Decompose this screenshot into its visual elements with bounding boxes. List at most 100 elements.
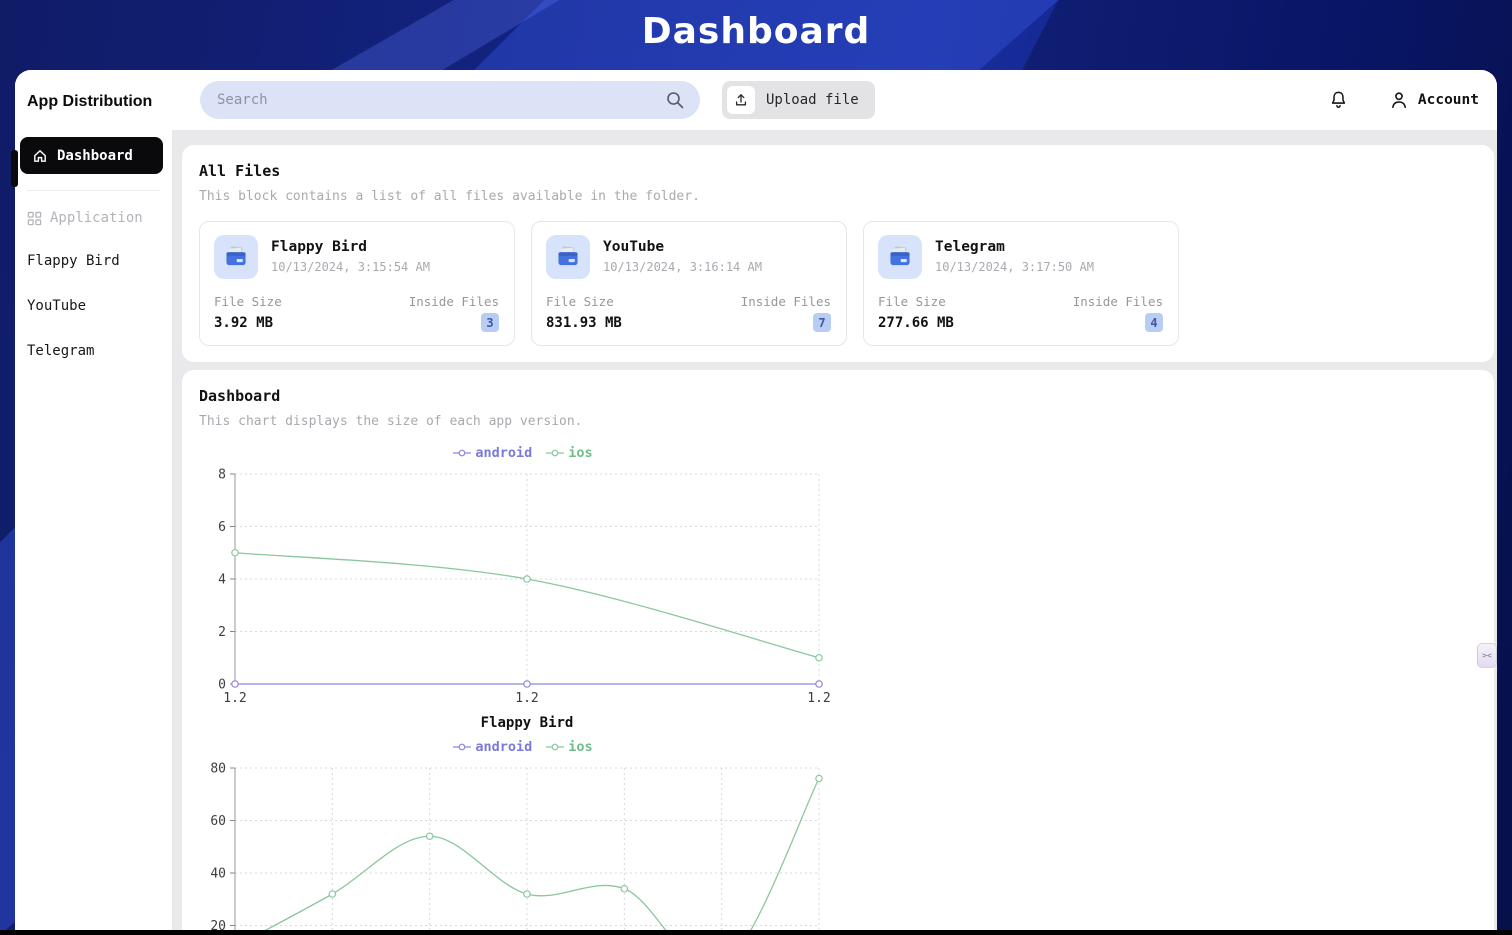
sidebar-section-label: Application xyxy=(50,210,143,226)
data-point-ios[interactable] xyxy=(620,884,629,893)
dashboard-panel-title: Dashboard xyxy=(199,387,281,405)
dashboard-panel-subtitle: This chart displays the size of each app… xyxy=(199,414,583,429)
inside-files-label: Inside Files xyxy=(740,294,831,309)
chart-legend: android ios xyxy=(199,442,847,464)
legend-label: android xyxy=(475,739,533,755)
legend-label: ios xyxy=(568,739,593,755)
sidebar-item-label: Dashboard xyxy=(57,147,133,164)
account-button[interactable]: Account xyxy=(1389,90,1479,110)
data-point-ios[interactable] xyxy=(815,653,823,662)
y-tick-label: 0 xyxy=(218,678,226,693)
file-size-value: 831.93 MB xyxy=(546,314,622,331)
app-window: App Distribution Dashboard Application F… xyxy=(15,70,1497,930)
inside-files-label: Inside Files xyxy=(1072,294,1163,309)
active-nav-edge-indicator xyxy=(11,150,18,187)
y-tick-label: 6 xyxy=(218,520,226,535)
data-point-android[interactable] xyxy=(523,680,531,688)
legend-marker-icon xyxy=(546,449,565,457)
y-tick-label: 60 xyxy=(210,814,226,829)
y-tick-label: 8 xyxy=(218,468,226,483)
sidebar-item-dashboard[interactable]: Dashboard xyxy=(20,137,163,174)
data-point-ios[interactable] xyxy=(523,575,531,583)
data-point-android[interactable] xyxy=(815,680,823,688)
y-tick-label: 2 xyxy=(218,625,226,640)
notifications-bell-icon[interactable] xyxy=(1328,89,1349,111)
inside-files-badge: 4 xyxy=(1145,313,1163,332)
inside-files-badge: 3 xyxy=(481,313,499,332)
sidebar-item-telegram[interactable]: Telegram xyxy=(27,343,95,359)
line-chart-plot: 0 2 4 6 8 1.2 1.2 1.2 Flappy Bird xyxy=(218,468,831,732)
file-size-value: 277.66 MB xyxy=(878,314,954,331)
bottom-edge-bar xyxy=(0,930,1512,935)
chart-youtube: android ios 02040608018.14.118.14.118.14… xyxy=(199,736,847,930)
data-point-ios[interactable] xyxy=(231,548,239,557)
line-chart-plot: 02040608018.14.118.14.118.14.118.14.118.… xyxy=(210,762,823,930)
file-date: 10/13/2024, 3:17:50 AM xyxy=(935,260,1094,274)
file-size-label: File Size xyxy=(878,294,946,309)
sidebar-divider xyxy=(27,190,160,191)
legend-label: ios xyxy=(568,445,593,461)
file-size-label: File Size xyxy=(214,294,282,309)
inside-files-badge: 7 xyxy=(813,313,831,332)
chart-title: Flappy Bird xyxy=(481,715,574,731)
data-point-ios[interactable] xyxy=(523,890,531,898)
file-size-value: 3.92 MB xyxy=(214,314,274,331)
file-name: Telegram xyxy=(935,239,1005,255)
sidebar-item-youtube[interactable]: YouTube xyxy=(27,298,87,314)
home-icon xyxy=(32,148,48,164)
file-name: YouTube xyxy=(603,239,665,255)
legend-label: android xyxy=(475,445,533,461)
legend-item-ios[interactable]: ios xyxy=(546,445,593,461)
file-card-youtube[interactable]: YouTube 10/13/2024, 3:16:14 AM File Size… xyxy=(531,221,847,346)
upload-icon xyxy=(727,86,755,114)
search-bar xyxy=(200,81,700,119)
side-collapse-widget[interactable]: >< xyxy=(1477,643,1497,668)
sidebar: App Distribution Dashboard Application F… xyxy=(15,70,172,930)
sidebar-title: App Distribution xyxy=(27,93,153,110)
y-tick-label: 4 xyxy=(218,573,226,588)
upload-file-label: Upload file xyxy=(766,92,859,108)
file-date: 10/13/2024, 3:16:14 AM xyxy=(603,260,762,274)
all-files-title: All Files xyxy=(199,162,281,180)
all-files-panel: All Files This block contains a list of … xyxy=(182,145,1494,362)
dashboard-charts-panel: Dashboard This chart displays the size o… xyxy=(182,370,1494,930)
file-box-icon xyxy=(546,235,590,279)
person-icon xyxy=(1389,90,1409,110)
sidebar-item-flappy-bird[interactable]: Flappy Bird xyxy=(27,253,120,269)
files-row: Flappy Bird 10/13/2024, 3:15:54 AM File … xyxy=(199,221,1478,346)
y-tick-label: 20 xyxy=(210,919,226,930)
all-files-subtitle: This block contains a list of all files … xyxy=(199,189,700,204)
y-tick-label: 40 xyxy=(210,867,226,882)
data-point-ios[interactable] xyxy=(328,890,337,898)
search-input[interactable] xyxy=(217,92,665,108)
search-icon xyxy=(665,90,685,110)
page-title: Dashboard xyxy=(641,11,871,52)
legend-marker-icon xyxy=(546,743,565,751)
data-point-ios[interactable] xyxy=(425,832,434,841)
file-box-icon xyxy=(214,235,258,279)
file-date: 10/13/2024, 3:15:54 AM xyxy=(271,260,430,274)
x-tick-label: 1.2 xyxy=(223,691,246,706)
chart-flappy-bird: android ios 0 2 4 6 8 1.2 1.2 1.2 Flappy Bird xyxy=(199,442,847,736)
legend-item-android[interactable]: android xyxy=(453,445,532,461)
topbar: Upload file Account xyxy=(172,70,1497,131)
file-name: Flappy Bird xyxy=(271,239,368,255)
data-point-android[interactable] xyxy=(231,680,239,688)
upload-file-button[interactable]: Upload file xyxy=(722,81,875,119)
file-size-label: File Size xyxy=(546,294,614,309)
charts-grid: android ios 0 2 4 6 8 1.2 1.2 1.2 Flappy Bird an… xyxy=(199,442,1478,930)
chart-legend: android ios xyxy=(199,736,847,758)
legend-item-ios[interactable]: ios xyxy=(546,739,593,755)
legend-marker-icon xyxy=(453,743,472,751)
main-content: All Files This block contains a list of … xyxy=(172,131,1497,930)
y-tick-label: 80 xyxy=(210,762,226,777)
sidebar-section-application: Application xyxy=(15,191,172,226)
legend-item-android[interactable]: android xyxy=(453,739,532,755)
file-card-telegram[interactable]: Telegram 10/13/2024, 3:17:50 AM File Siz… xyxy=(863,221,1179,346)
account-label: Account xyxy=(1417,92,1479,108)
file-card-flappy-bird[interactable]: Flappy Bird 10/13/2024, 3:15:54 AM File … xyxy=(199,221,515,346)
x-tick-label: 1.2 xyxy=(807,691,830,706)
inside-files-label: Inside Files xyxy=(408,294,499,309)
data-point-ios[interactable] xyxy=(815,774,823,783)
legend-marker-icon xyxy=(453,449,472,457)
